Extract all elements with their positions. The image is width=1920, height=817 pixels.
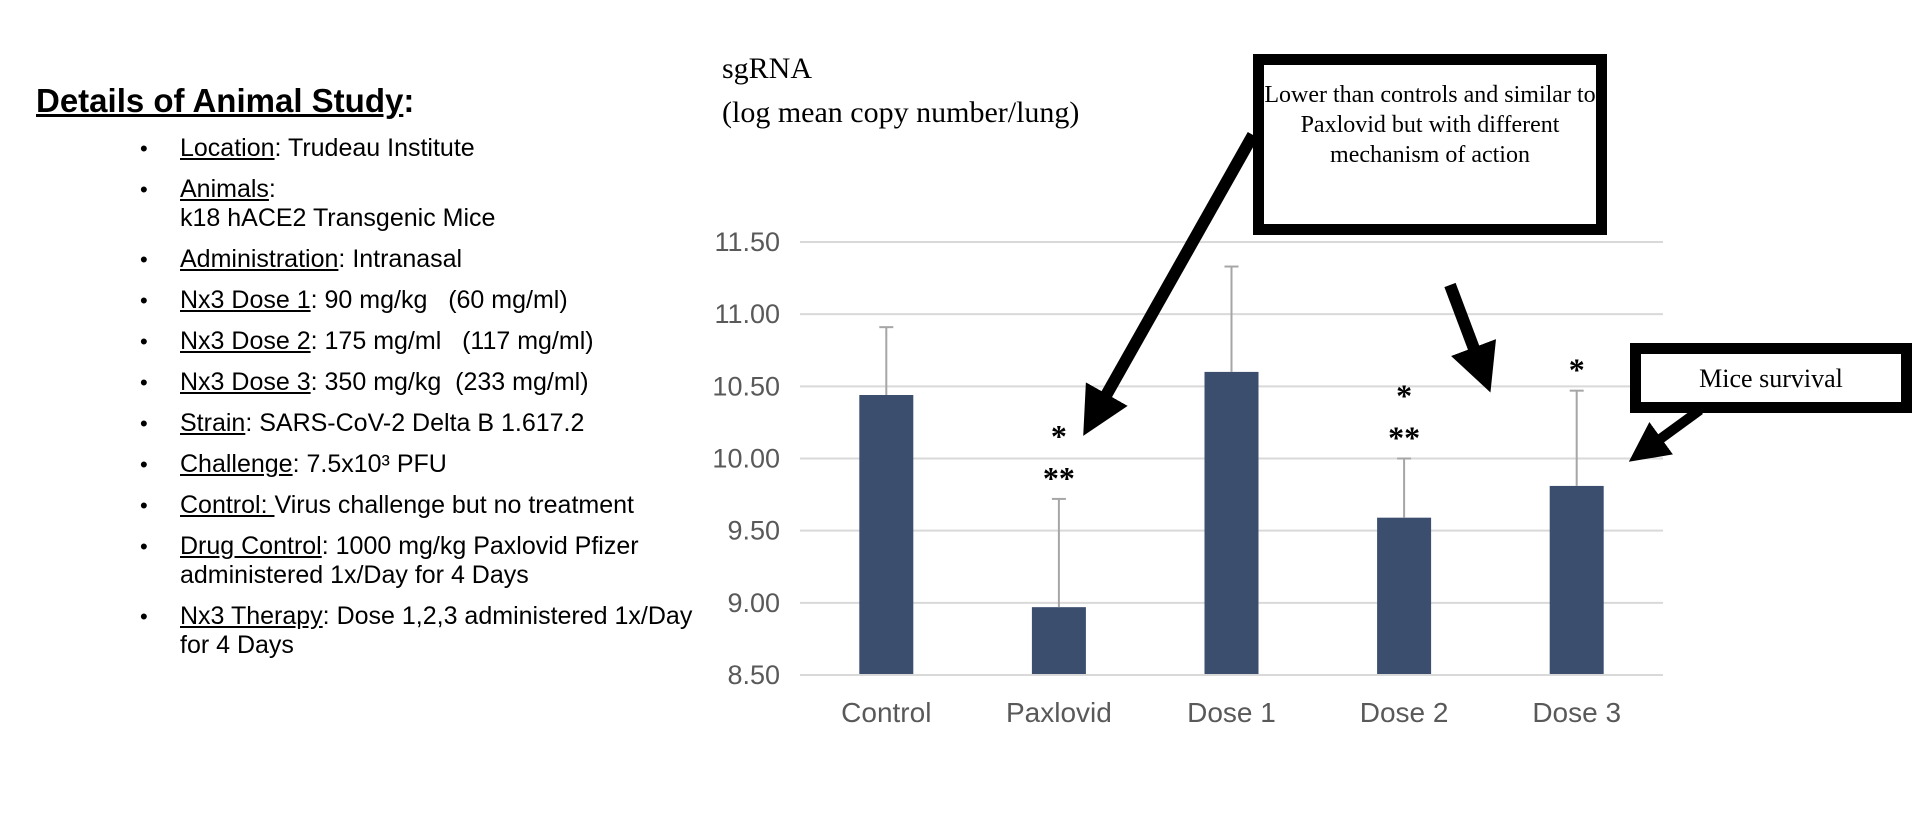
- arrow-to-paxlovid: [1083, 132, 1259, 436]
- item-sep: :: [274, 133, 288, 162]
- bullet-icon: •: [140, 246, 148, 272]
- item-key: Drug Control: [180, 531, 322, 560]
- item-key: Nx3 Therapy: [180, 601, 323, 630]
- item-key: Strain: [180, 408, 246, 437]
- list-item: • Nx3 Therapy: Dose 1,2,3 administered 1x…: [36, 602, 696, 660]
- item-sep: :: [310, 285, 325, 314]
- item-sep: :: [268, 174, 276, 203]
- y-tick-label: 8.50: [727, 660, 780, 690]
- bar-control: [859, 394, 914, 675]
- callout-mice-survival: Mice survival: [1630, 343, 1912, 413]
- item-key: Animals: [180, 174, 269, 203]
- item-key: Administration: [180, 244, 339, 273]
- x-tick-label: Control: [841, 697, 931, 728]
- item-value: SARS-CoV-2 Delta B 1.617.2: [259, 408, 585, 437]
- x-tick-label: Dose 3: [1532, 697, 1621, 728]
- item-sep: :: [322, 601, 337, 630]
- item-sep: :: [310, 367, 325, 396]
- bullet-icon: •: [140, 451, 148, 477]
- item-sep: :: [292, 449, 307, 478]
- bullet-icon: •: [140, 603, 148, 629]
- list-item: • Nx3 Dose 3: 350 mg/kg (233 mg/ml): [36, 368, 696, 397]
- significance-marker: *: [1396, 378, 1412, 414]
- annotation-arrows: [1083, 132, 1703, 462]
- item-sep: :: [310, 326, 325, 355]
- bar-paxlovid: [1031, 607, 1086, 675]
- y-tick-label: 11.50: [714, 227, 780, 257]
- y-tick-label: 10.50: [712, 371, 780, 401]
- item-sep: :: [321, 531, 336, 560]
- y-tick-label: 10.00: [712, 444, 780, 474]
- list-item: • Challenge: 7.5x10³ PFU: [36, 450, 696, 479]
- significance-marker: **: [1388, 420, 1420, 456]
- y-tick-label: 9.50: [727, 516, 780, 546]
- axes: 8.50 9.00 9.50 10.00 10.50 11.00 11.50 Control *…: [712, 227, 1663, 728]
- arrow-to-dose3: [1628, 405, 1703, 462]
- details-title-text: Details of Animal Study: [36, 82, 404, 119]
- details-list: • Location: Trudeau Institute • Animals: k…: [36, 134, 696, 660]
- details-title-colon: :: [403, 82, 415, 119]
- item-value: Dose 1,2,3 administered 1x/Day for 4 Day…: [180, 601, 693, 659]
- arrow-to-dose2: [1444, 282, 1497, 393]
- bullet-icon: •: [140, 176, 148, 202]
- item-value: k18 hACE2 Transgenic Mice: [180, 203, 496, 232]
- y-tick-label: 9.00: [727, 588, 780, 618]
- item-value: 1000 mg/kg Paxlovid Pfizer administered …: [180, 531, 639, 589]
- bullet-icon: •: [140, 287, 148, 313]
- list-item: • Location: Trudeau Institute: [36, 134, 696, 163]
- bars: [859, 265, 1604, 675]
- item-key: Control:: [180, 490, 275, 519]
- item-value: Virus challenge but no treatment: [274, 490, 634, 519]
- list-item: • Control: Virus challenge but no treatme…: [36, 491, 696, 520]
- bar-dose-3: [1549, 485, 1604, 675]
- study-details-panel: Details of Animal Study: • Location: Trud…: [36, 82, 696, 672]
- bullet-icon: •: [140, 135, 148, 161]
- bar-dose-2: [1377, 517, 1432, 675]
- list-item: • Nx3 Dose 2: 175 mg/ml (117 mg/ml): [36, 327, 696, 356]
- bullet-icon: •: [140, 369, 148, 395]
- list-item: • Nx3 Dose 1: 90 mg/kg (60 mg/ml): [36, 286, 696, 315]
- bar-dose-1: [1204, 371, 1259, 675]
- item-value: 90 mg/kg (60 mg/ml): [324, 285, 568, 314]
- significance-marker: *: [1569, 352, 1585, 388]
- list-item: • Strain: SARS-CoV-2 Delta B 1.617.2: [36, 409, 696, 438]
- y-axis-label-line1: sgRNA: [722, 52, 813, 85]
- x-tick-label: Dose 1: [1187, 697, 1276, 728]
- y-axis-label-line2: (log mean copy number/lung): [722, 96, 1080, 129]
- item-value: 350 mg/kg (233 mg/ml): [324, 367, 589, 396]
- x-tick-label: Dose 2: [1360, 697, 1449, 728]
- item-key: Location: [180, 133, 275, 162]
- item-key: Challenge: [180, 449, 293, 478]
- significance-marker: *: [1051, 418, 1067, 454]
- bullet-icon: •: [140, 533, 148, 559]
- item-value: Trudeau Institute: [287, 133, 475, 162]
- item-key: Nx3 Dose 2: [180, 326, 311, 355]
- list-item: • Drug Control: 1000 mg/kg Paxlovid Pfize…: [36, 532, 696, 590]
- significance-marker: **: [1043, 460, 1075, 496]
- details-title: Details of Animal Study:: [36, 82, 696, 120]
- list-item: • Administration: Intranasal: [36, 245, 696, 274]
- bullet-icon: •: [140, 328, 148, 354]
- list-item: • Animals: k18 hACE2 Transgenic Mice: [36, 175, 696, 233]
- callout-mechanism: Lower than controls and similar to Paxlo…: [1253, 54, 1607, 235]
- item-value: 175 mg/ml (117 mg/ml): [324, 326, 594, 355]
- item-key: Nx3 Dose 3: [180, 367, 311, 396]
- item-key: Nx3 Dose 1: [180, 285, 311, 314]
- item-sep: :: [245, 408, 260, 437]
- y-tick-label: 11.00: [714, 299, 780, 329]
- item-sep: :: [338, 244, 353, 273]
- bullet-icon: •: [140, 492, 148, 518]
- bullet-icon: •: [140, 410, 148, 436]
- x-tick-label: Paxlovid: [1006, 697, 1112, 728]
- item-value: 7.5x10³ PFU: [306, 449, 447, 478]
- item-value: Intranasal: [352, 244, 463, 273]
